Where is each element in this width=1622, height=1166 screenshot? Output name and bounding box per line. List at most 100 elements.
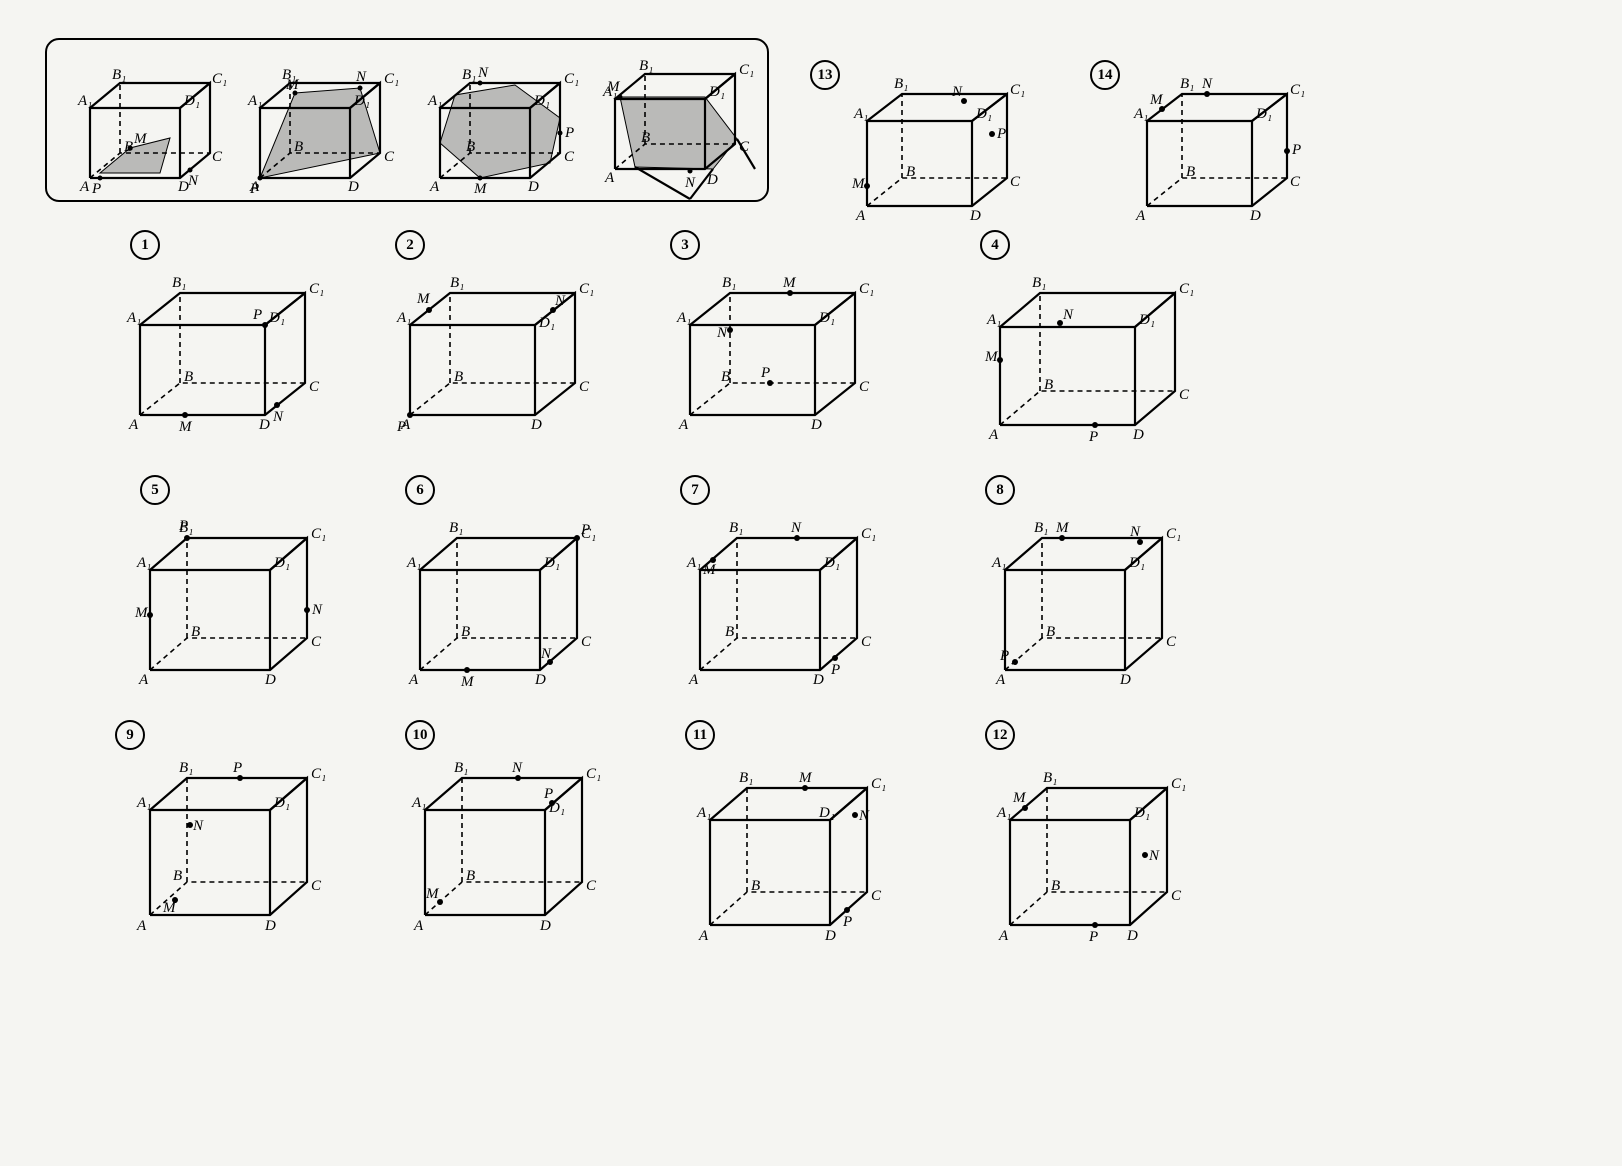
svg-text:B: B [466,139,475,155]
svg-text:M: M [425,886,440,902]
svg-text:D₁: D₁ [183,93,200,109]
svg-text:C₁: C₁ [1166,526,1181,542]
svg-text:A: A [855,208,866,224]
svg-text:M: M [133,131,148,147]
svg-text:A₁: A₁ [77,93,92,109]
svg-text:A₁: A₁ [406,555,421,571]
svg-text:B₁: B₁ [722,275,736,291]
svg-text:D₁: D₁ [273,795,290,811]
svg-text:N: N [187,173,199,189]
svg-text:B: B [184,369,193,385]
svg-text:A: A [408,672,419,688]
svg-text:C: C [309,379,320,395]
svg-text:P: P [249,181,259,193]
svg-text:D₁: D₁ [1128,555,1145,571]
svg-text:N: N [511,760,523,776]
svg-text:M: M [162,900,177,916]
svg-text:N: N [355,69,367,85]
svg-text:C: C [1179,387,1190,403]
svg-text:C₁: C₁ [579,281,594,297]
svg-text:M: M [416,291,431,307]
svg-text:M: M [134,605,149,621]
svg-text:B: B [906,164,915,180]
svg-text:P: P [1088,929,1098,945]
svg-text:N: N [554,293,566,309]
svg-text:B: B [454,369,463,385]
svg-text:A₁: A₁ [676,310,691,326]
svg-text:C₁: C₁ [739,62,754,78]
cube-4: A₁B₁ C₁D₁ AB CD M N P [970,255,1210,445]
svg-text:B: B [641,130,650,146]
svg-text:A: A [1135,208,1146,224]
svg-text:C: C [1171,888,1182,904]
svg-text:A₁: A₁ [427,93,442,109]
svg-text:B₁: B₁ [112,67,126,83]
svg-text:N: N [684,175,696,191]
svg-text:B₁: B₁ [1032,275,1046,291]
svg-text:P: P [1291,142,1301,158]
svg-text:M: M [1055,520,1070,536]
svg-text:C: C [1166,634,1177,650]
svg-text:C: C [212,149,223,165]
svg-text:B: B [466,868,475,884]
svg-text:B₁: B₁ [172,275,186,291]
svg-text:A: A [988,427,999,443]
svg-text:B: B [725,624,734,640]
svg-text:D₁: D₁ [533,93,550,109]
svg-text:P: P [396,419,406,435]
svg-text:A: A [79,179,90,193]
svg-text:M: M [473,181,488,193]
svg-text:C₁: C₁ [1171,776,1186,792]
svg-text:P: P [178,518,188,534]
svg-text:N: N [858,808,870,824]
svg-text:B₁: B₁ [1043,770,1057,786]
svg-text:P: P [91,181,101,193]
svg-text:B₁: B₁ [450,275,464,291]
svg-text:M: M [984,349,999,365]
svg-text:M: M [460,674,475,690]
svg-text:C₁: C₁ [871,776,886,792]
svg-text:P: P [252,307,262,323]
svg-text:D: D [969,208,981,224]
svg-text:A: A [995,672,1006,688]
badge-12: 12 [985,720,1015,750]
svg-text:M: M [1149,92,1164,108]
svg-text:C₁: C₁ [212,71,227,87]
svg-text:B: B [1186,164,1195,180]
svg-text:M: M [1012,790,1027,806]
cube-10: A₁B₁ C₁D₁ AB CD M N P [395,740,615,935]
svg-text:B: B [461,624,470,640]
svg-text:A₁: A₁ [996,805,1011,821]
svg-text:B₁: B₁ [179,760,193,776]
svg-text:A₁: A₁ [411,795,426,811]
cube-14: A₁B₁ C₁D₁ AB CD M N P [1120,58,1320,228]
svg-text:C: C [581,634,592,650]
svg-text:B₁: B₁ [739,770,753,786]
svg-text:A: A [413,918,424,934]
cube-9: A₁B₁ C₁D₁ AB CD M N P [120,740,340,935]
svg-text:D₁: D₁ [818,805,835,821]
svg-text:N: N [1148,848,1160,864]
svg-text:N: N [477,65,489,81]
example-cube-1: A₁B₁ C₁D₁ AB CD M N P [60,48,230,193]
svg-text:M: M [851,176,866,192]
svg-text:C: C [311,878,322,894]
svg-text:D₁: D₁ [823,555,840,571]
svg-text:D: D [527,179,539,193]
svg-text:B₁: B₁ [462,67,476,83]
svg-text:B₁: B₁ [894,76,908,92]
svg-text:C₁: C₁ [311,526,326,542]
cube-12: A₁B₁ C₁D₁ AB CD M N P [980,750,1200,945]
svg-text:B₁: B₁ [639,58,653,74]
svg-text:B: B [751,878,760,894]
svg-text:C₁: C₁ [861,526,876,542]
svg-text:A₁: A₁ [853,106,868,122]
svg-text:A₁: A₁ [247,93,262,109]
svg-text:B: B [173,868,182,884]
svg-text:N: N [951,84,963,100]
svg-text:P: P [842,914,852,930]
svg-text:P: P [996,126,1006,142]
svg-text:M: M [798,770,813,786]
svg-text:B₁: B₁ [1034,520,1048,536]
svg-text:P: P [564,125,574,141]
